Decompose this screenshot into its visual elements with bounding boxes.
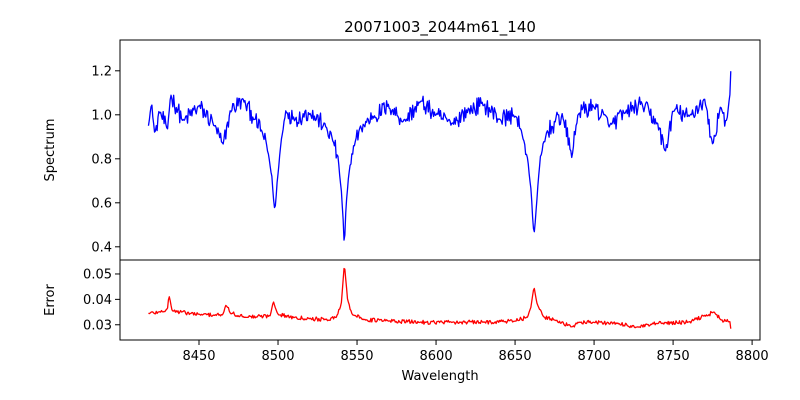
error-ytick-label: 0.03 xyxy=(83,318,112,333)
error-ytick-group: 0.03 0.04 0.05 xyxy=(83,267,120,333)
error-ytick-label: 0.05 xyxy=(83,267,112,282)
spectrum-ytick-label: 1.2 xyxy=(91,64,112,79)
spectrum-ytick-label: 0.6 xyxy=(91,196,112,211)
xtick-label: 8600 xyxy=(420,349,453,364)
chart-title: 20071003_2044m61_140 xyxy=(344,18,536,37)
error-series-group xyxy=(148,267,732,329)
error-ylabel: Error xyxy=(43,284,58,316)
error-axes-frame xyxy=(119,259,761,341)
xtick-label: 8550 xyxy=(340,349,373,364)
error-panel: 0.03 0.04 0.05 8450 8500 8550 8600 8650 8700 875… xyxy=(43,259,769,384)
xtick-label: 8800 xyxy=(736,349,769,364)
xtick-label: 8450 xyxy=(182,349,215,364)
error-series-line xyxy=(148,267,732,329)
xtick-label: 8750 xyxy=(657,349,690,364)
error-ytick-label: 0.04 xyxy=(83,293,112,308)
x-axis-label: Wavelength xyxy=(401,369,478,384)
spectrum-series-line xyxy=(147,71,732,241)
xtick-label: 8700 xyxy=(578,349,611,364)
xtick-label: 8650 xyxy=(499,349,532,364)
spectrum-ytick-group: 0.4 0.6 0.8 1.0 1.2 xyxy=(91,64,120,255)
spectrum-ytick-label: 1.0 xyxy=(91,108,112,123)
spectrum-ytick-label: 0.4 xyxy=(91,240,112,255)
error-xtick-group: 8450 8500 8550 8600 8650 8700 8750 8800 xyxy=(182,340,769,364)
spectrum-ylabel: Spectrum xyxy=(43,119,58,182)
spectrum-ytick-label: 0.8 xyxy=(91,152,112,167)
spectrum-series-group xyxy=(147,71,732,241)
xtick-label: 8500 xyxy=(261,349,294,364)
